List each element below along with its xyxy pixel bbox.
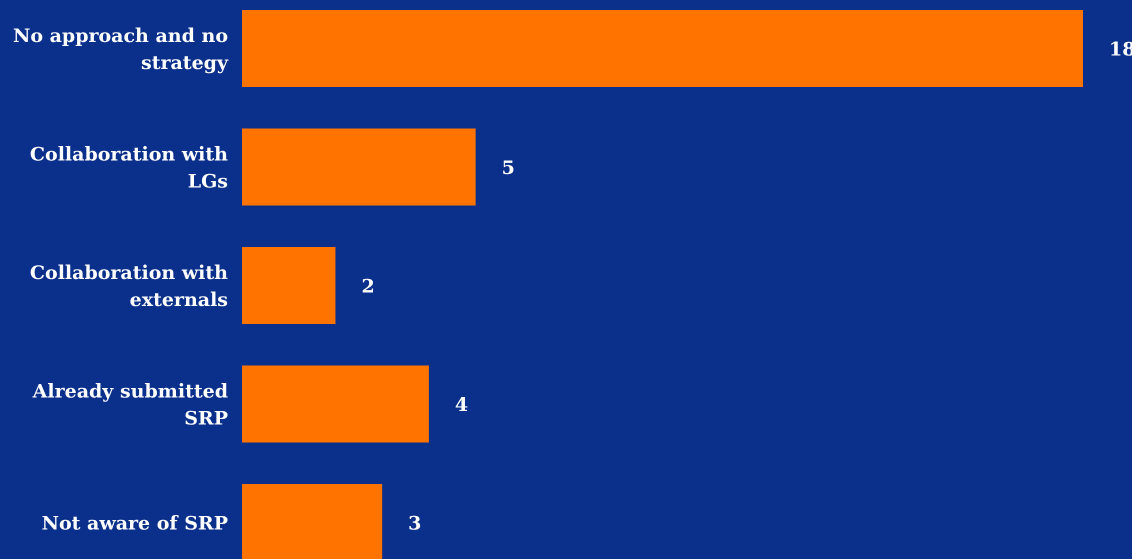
category-label-line: LGs — [188, 171, 228, 193]
value-label-2: 2 — [361, 276, 374, 298]
category-label-1: Collaboration with LGs — [30, 144, 228, 193]
category-label-line: SRP — [184, 408, 228, 430]
category-label-2: Collaboration with externals — [30, 262, 228, 311]
category-label-4: Not aware of SRP — [42, 513, 228, 535]
value-label-4: 3 — [408, 513, 421, 535]
value-labels-group: 18 5 2 4 3 — [361, 39, 1132, 535]
value-label-3: 4 — [455, 394, 468, 416]
category-label-line: Collaboration with — [30, 144, 228, 166]
bar-3 — [242, 365, 429, 443]
category-label-line: Already submitted — [32, 381, 228, 403]
value-label-0: 18 — [1109, 39, 1132, 61]
category-label-line: No approach and no — [13, 25, 228, 47]
bar-4 — [242, 484, 383, 559]
category-label-line: externals — [130, 289, 228, 311]
category-label-line: Not aware of SRP — [42, 513, 228, 535]
bar-2 — [242, 247, 336, 324]
bar-0 — [242, 10, 1083, 87]
category-label-line: Collaboration with — [30, 262, 228, 284]
category-labels-group: No approach and no strategy Collaboration … — [13, 25, 229, 535]
value-label-1: 5 — [502, 157, 515, 179]
category-label-line: strategy — [141, 52, 229, 74]
bar-1 — [242, 128, 476, 206]
category-label-3: Already submitted SRP — [32, 381, 228, 430]
category-label-0: No approach and no strategy — [13, 25, 229, 74]
bars-group — [242, 10, 1083, 559]
